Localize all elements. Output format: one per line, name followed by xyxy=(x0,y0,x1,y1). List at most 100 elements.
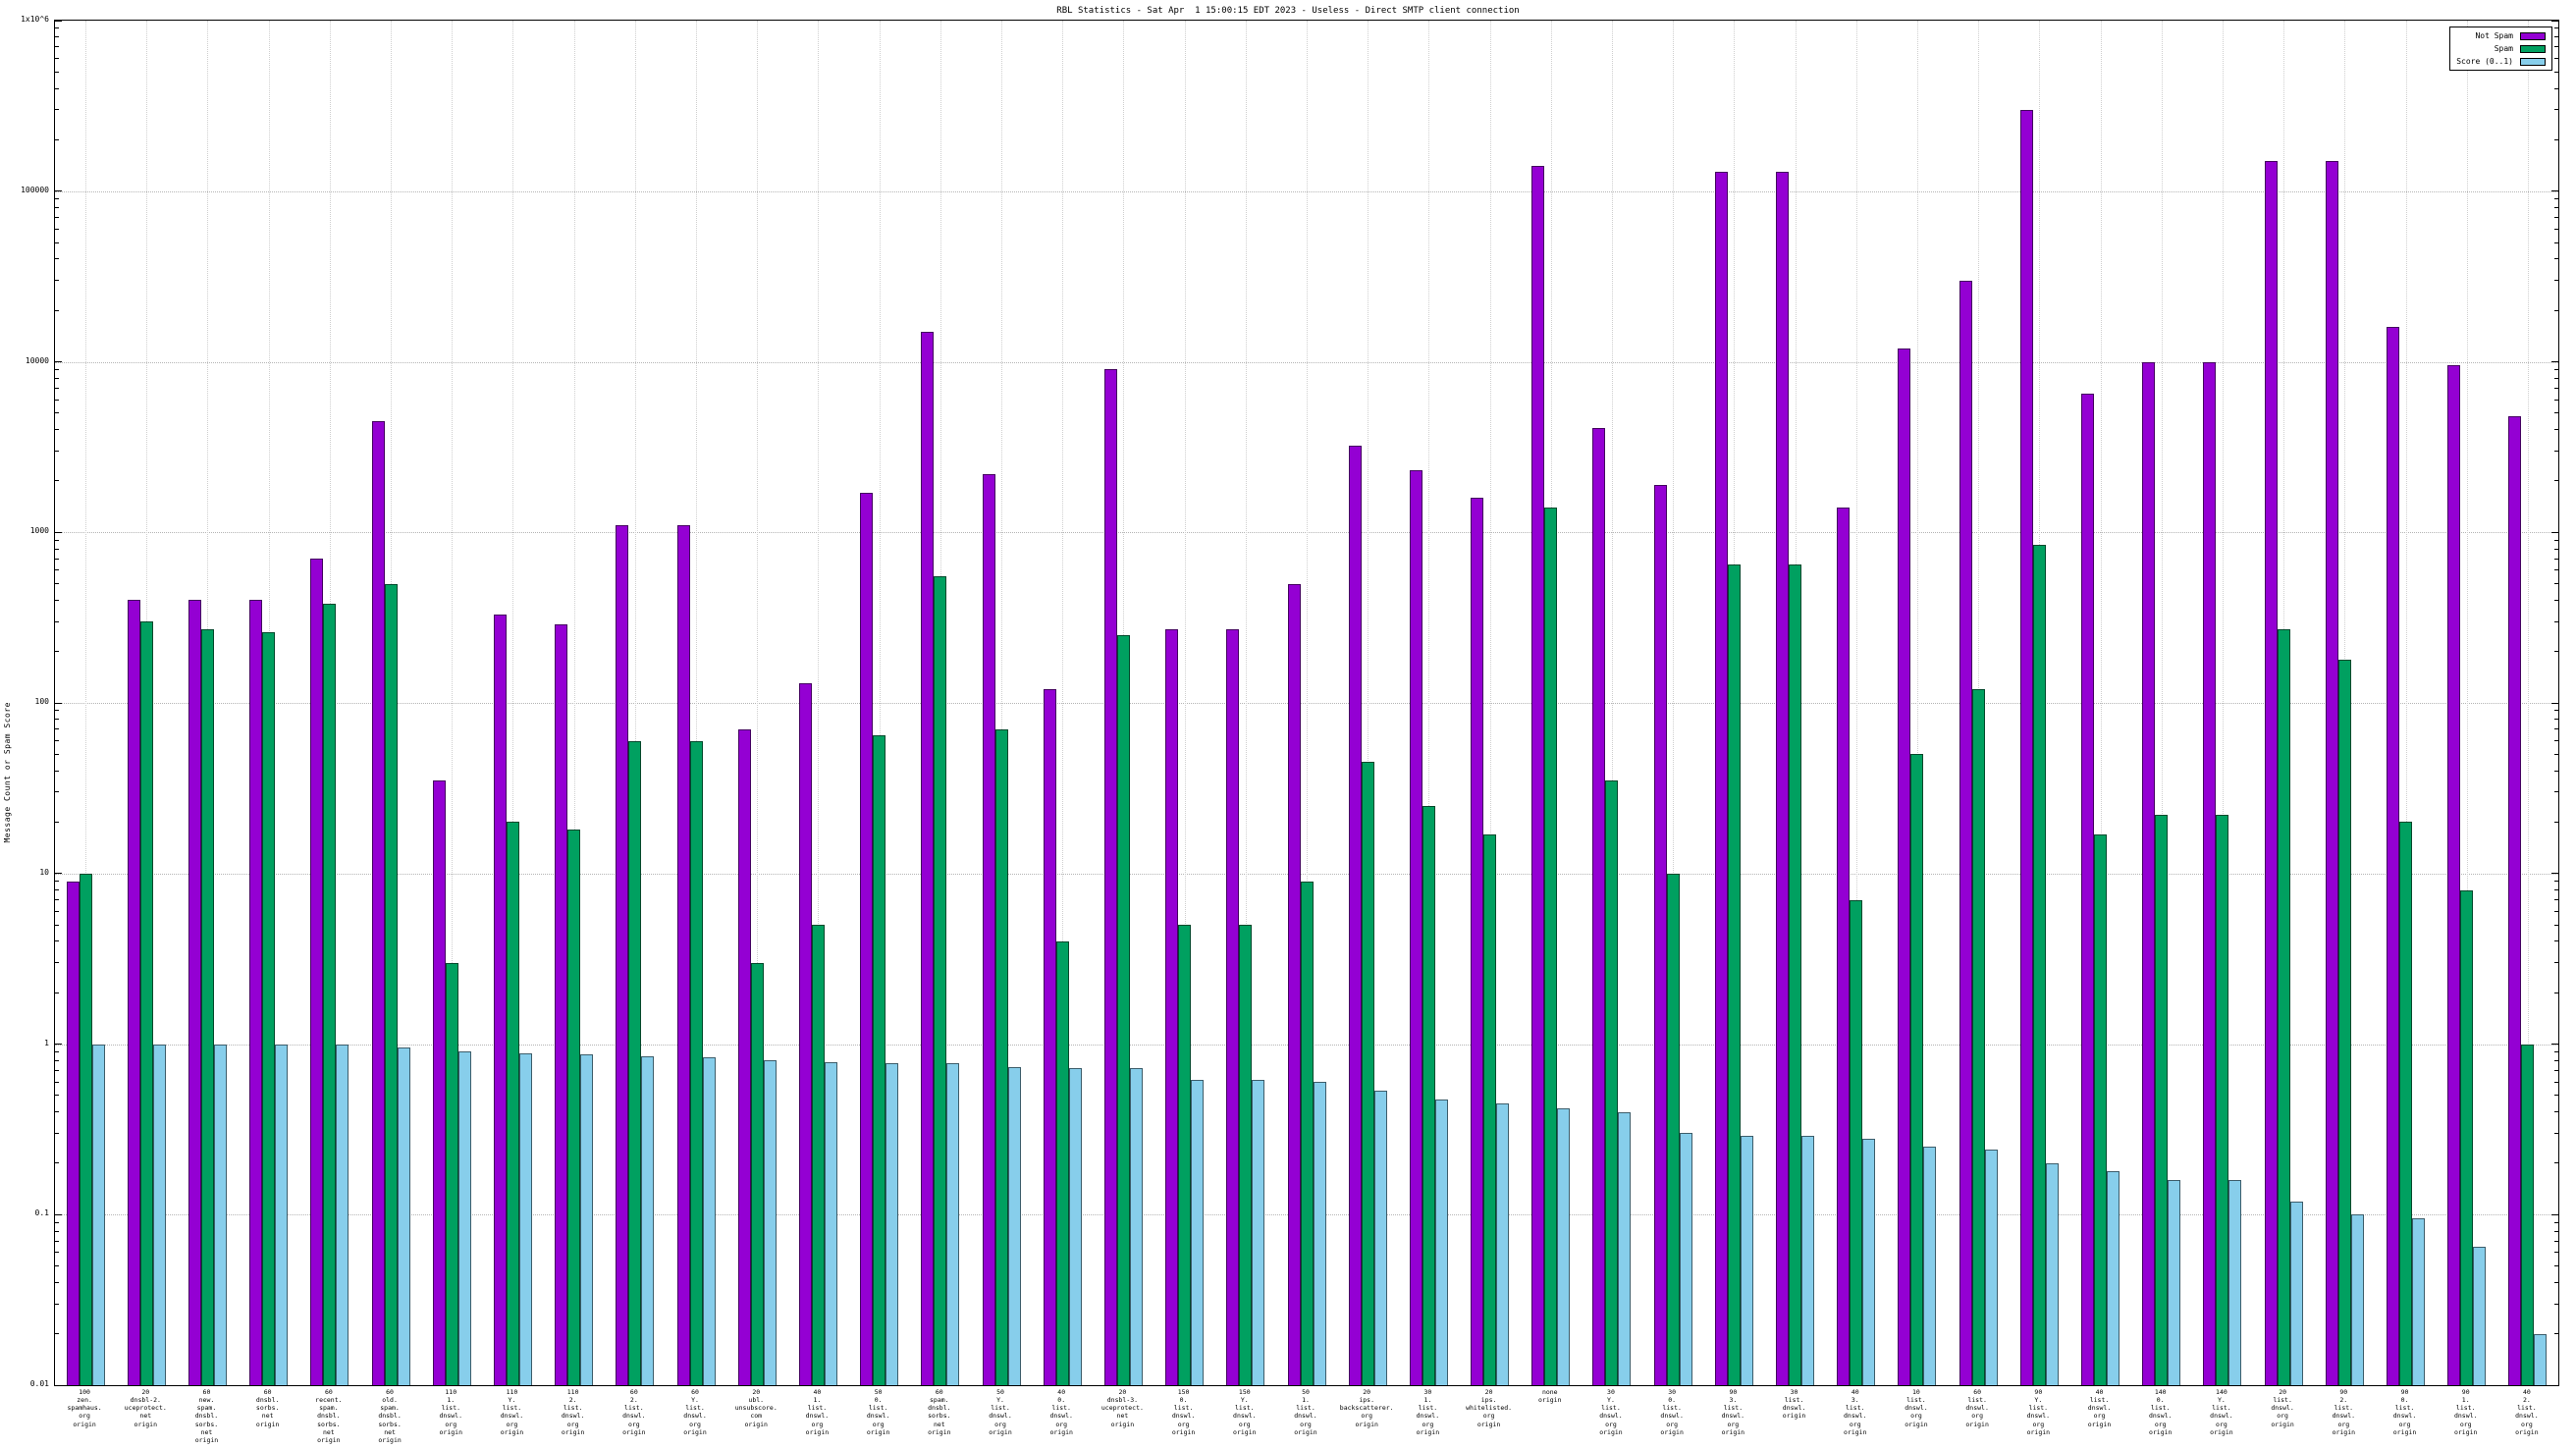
y-minor-tick-mark xyxy=(2554,429,2558,431)
bar-score-0-1 xyxy=(91,1044,105,1385)
bar-not-spam xyxy=(371,420,385,1385)
bar-not-spam xyxy=(2325,161,2338,1385)
bar-spam xyxy=(750,962,764,1385)
y-minor-tick-mark xyxy=(2554,740,2558,742)
y-minor-tick-mark xyxy=(55,719,59,721)
gridline-vertical xyxy=(2466,21,2468,1385)
y-minor-tick-mark xyxy=(2554,719,2558,721)
bar-score-0-1 xyxy=(702,1056,716,1385)
y-minor-tick-mark xyxy=(55,910,59,912)
y-minor-tick-mark xyxy=(2554,710,2558,712)
y-minor-tick-mark xyxy=(2554,58,2558,60)
y-minor-tick-mark xyxy=(55,539,59,541)
bar-score-0-1 xyxy=(1740,1135,1753,1385)
y-minor-tick-mark xyxy=(55,1230,59,1232)
y-tick-mark xyxy=(2551,531,2558,533)
bar-spam xyxy=(1116,634,1130,1385)
y-tick-mark xyxy=(2551,361,2558,362)
y-minor-tick-mark xyxy=(55,198,59,200)
y-minor-tick-mark xyxy=(55,46,59,48)
bar-spam xyxy=(2155,815,2169,1385)
bar-spam xyxy=(2277,629,2290,1385)
y-minor-tick-mark xyxy=(2554,36,2558,38)
y-minor-tick-mark xyxy=(2554,71,2558,73)
bar-not-spam xyxy=(188,600,201,1385)
y-minor-tick-mark xyxy=(2554,651,2558,653)
bar-spam xyxy=(1239,925,1253,1385)
bar-not-spam xyxy=(2387,327,2399,1385)
y-minor-tick-mark xyxy=(55,924,59,926)
bar-score-0-1 xyxy=(641,1055,655,1385)
y-minor-tick-mark xyxy=(2554,1230,2558,1232)
y-minor-tick-mark xyxy=(2554,258,2558,260)
bar-not-spam xyxy=(1531,166,1545,1385)
x-tick-label: 90 0. list. dnswl. org origin xyxy=(2392,1388,2417,1436)
legend-swatch xyxy=(2520,44,2546,53)
y-minor-tick-mark xyxy=(2554,599,2558,601)
y-minor-tick-mark xyxy=(2554,399,2558,401)
x-tick-label: 110 2. list. dnswl. org origin xyxy=(561,1388,585,1436)
gridline-vertical xyxy=(1916,21,1918,1385)
y-minor-tick-mark xyxy=(2554,280,2558,282)
y-minor-tick-mark xyxy=(55,899,59,901)
x-tick-label: 40 list. dnswl. org origin xyxy=(2087,1388,2112,1428)
y-minor-tick-mark xyxy=(2554,87,2558,89)
y-minor-tick-mark xyxy=(2554,1050,2558,1052)
bar-score-0-1 xyxy=(824,1062,837,1385)
legend-swatch xyxy=(2520,57,2546,66)
y-minor-tick-mark xyxy=(2554,387,2558,389)
y-tick-label: 10000 xyxy=(25,355,49,365)
bar-score-0-1 xyxy=(1984,1150,1998,1385)
y-minor-tick-mark xyxy=(55,881,59,883)
legend-entry: Spam xyxy=(2456,44,2546,53)
gridline-vertical xyxy=(818,21,820,1385)
x-tick-label: 20 ubl. unsubscore. com origin xyxy=(734,1388,778,1428)
y-minor-tick-mark xyxy=(2554,924,2558,926)
y-minor-tick-mark xyxy=(2554,1303,2558,1305)
bar-not-spam xyxy=(1959,280,1972,1385)
bar-spam xyxy=(506,822,519,1385)
bar-not-spam xyxy=(66,881,80,1385)
bar-not-spam xyxy=(860,493,874,1385)
bar-not-spam xyxy=(493,614,507,1385)
bar-spam xyxy=(2032,544,2046,1385)
bar-score-0-1 xyxy=(1618,1111,1632,1385)
y-minor-tick-mark xyxy=(55,753,59,755)
y-tick-mark xyxy=(55,1384,62,1386)
y-minor-tick-mark xyxy=(2554,1069,2558,1071)
bar-spam xyxy=(628,740,642,1385)
bar-score-0-1 xyxy=(1191,1079,1205,1385)
gridline-vertical xyxy=(1001,21,1003,1385)
bar-not-spam xyxy=(921,331,935,1385)
bar-not-spam xyxy=(1165,629,1179,1385)
y-tick-mark xyxy=(55,702,62,704)
y-minor-tick-mark xyxy=(2554,1265,2558,1267)
x-tick-label: 60 old. spam. dnsbl. sorbs. net origin xyxy=(378,1388,402,1444)
bar-score-0-1 xyxy=(275,1044,289,1385)
bar-score-0-1 xyxy=(457,1051,471,1385)
bar-score-0-1 xyxy=(2289,1201,2303,1385)
y-minor-tick-mark xyxy=(2554,620,2558,622)
y-minor-tick-mark xyxy=(55,207,59,209)
y-minor-tick-mark xyxy=(2554,207,2558,209)
gridline-vertical xyxy=(1855,21,1857,1385)
x-tick-label: 20 dnsbl-3. uceprotect. net origin xyxy=(1100,1388,1144,1428)
bar-not-spam xyxy=(310,559,324,1385)
bar-score-0-1 xyxy=(336,1044,349,1385)
y-minor-tick-mark xyxy=(2554,46,2558,48)
bar-not-spam xyxy=(1471,497,1484,1385)
bar-spam xyxy=(994,728,1008,1385)
bar-score-0-1 xyxy=(580,1054,594,1385)
bar-spam xyxy=(1910,754,1924,1385)
x-tick-label: 10 list. dnswl. org origin xyxy=(1905,1388,1928,1428)
bar-not-spam xyxy=(1103,369,1117,1385)
gridline-vertical xyxy=(879,21,881,1385)
x-axis-tick-labels: 100 zen. spamhaus. org origin 20 dnsbl-2.… xyxy=(54,1388,2557,1449)
bar-score-0-1 xyxy=(213,1044,227,1385)
bar-score-0-1 xyxy=(2045,1162,2059,1385)
y-minor-tick-mark xyxy=(55,309,59,311)
x-tick-label: 110 Y. list. dnswl. org origin xyxy=(500,1388,524,1436)
x-tick-label: 60 2. list. dnswl. org origin xyxy=(622,1388,646,1436)
x-tick-label: 140 0. list. dnswl. org origin xyxy=(2148,1388,2173,1436)
gridline-vertical xyxy=(634,21,636,1385)
